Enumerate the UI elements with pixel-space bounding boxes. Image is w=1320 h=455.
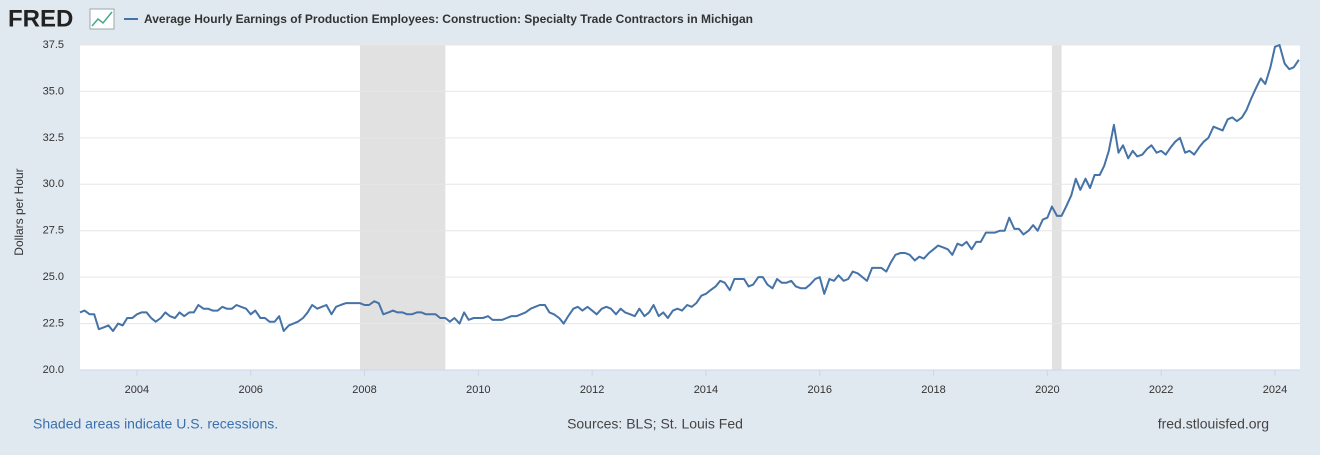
x-tick-label: 2008 — [352, 384, 376, 396]
plot-area — [80, 45, 1300, 370]
y-axis-title: Dollars per Hour — [12, 168, 26, 255]
recession-band — [1051, 45, 1062, 370]
y-tick-label: 20.0 — [43, 364, 64, 376]
recession-band — [359, 45, 446, 370]
x-tick-label: 2018 — [921, 384, 945, 396]
x-tick-label: 2016 — [807, 384, 831, 396]
x-tick-label: 2004 — [125, 384, 149, 396]
logo-icon-line — [91, 11, 113, 27]
y-tick-label: 22.5 — [43, 317, 64, 329]
y-tick-label: 35.0 — [43, 85, 64, 97]
x-tick-label: 2020 — [1035, 384, 1059, 396]
logo-icon — [89, 8, 115, 30]
y-tick-label: 37.5 — [43, 39, 64, 51]
x-tick-label: 2010 — [466, 384, 490, 396]
y-tick-label: 27.5 — [43, 225, 64, 237]
source-note: Sources: BLS; St. Louis Fed — [567, 416, 743, 432]
x-tick-label: 2012 — [580, 384, 604, 396]
site-link[interactable]: fred.stlouisfed.org — [1158, 416, 1269, 432]
x-tick-label: 2014 — [694, 384, 718, 396]
y-tick-label: 25.0 — [43, 271, 64, 283]
legend-label: Average Hourly Earnings of Production Em… — [144, 12, 753, 26]
recession-note[interactable]: Shaded areas indicate U.S. recessions. — [33, 416, 278, 432]
x-tick-label: 2006 — [238, 384, 262, 396]
logo: FRED — [8, 5, 73, 32]
series-line — [79, 44, 1300, 332]
y-tick-label: 32.5 — [43, 132, 64, 144]
x-tick-label: 2022 — [1149, 384, 1173, 396]
y-tick-label: 30.0 — [43, 178, 64, 190]
x-tick-label: 2024 — [1263, 384, 1287, 396]
